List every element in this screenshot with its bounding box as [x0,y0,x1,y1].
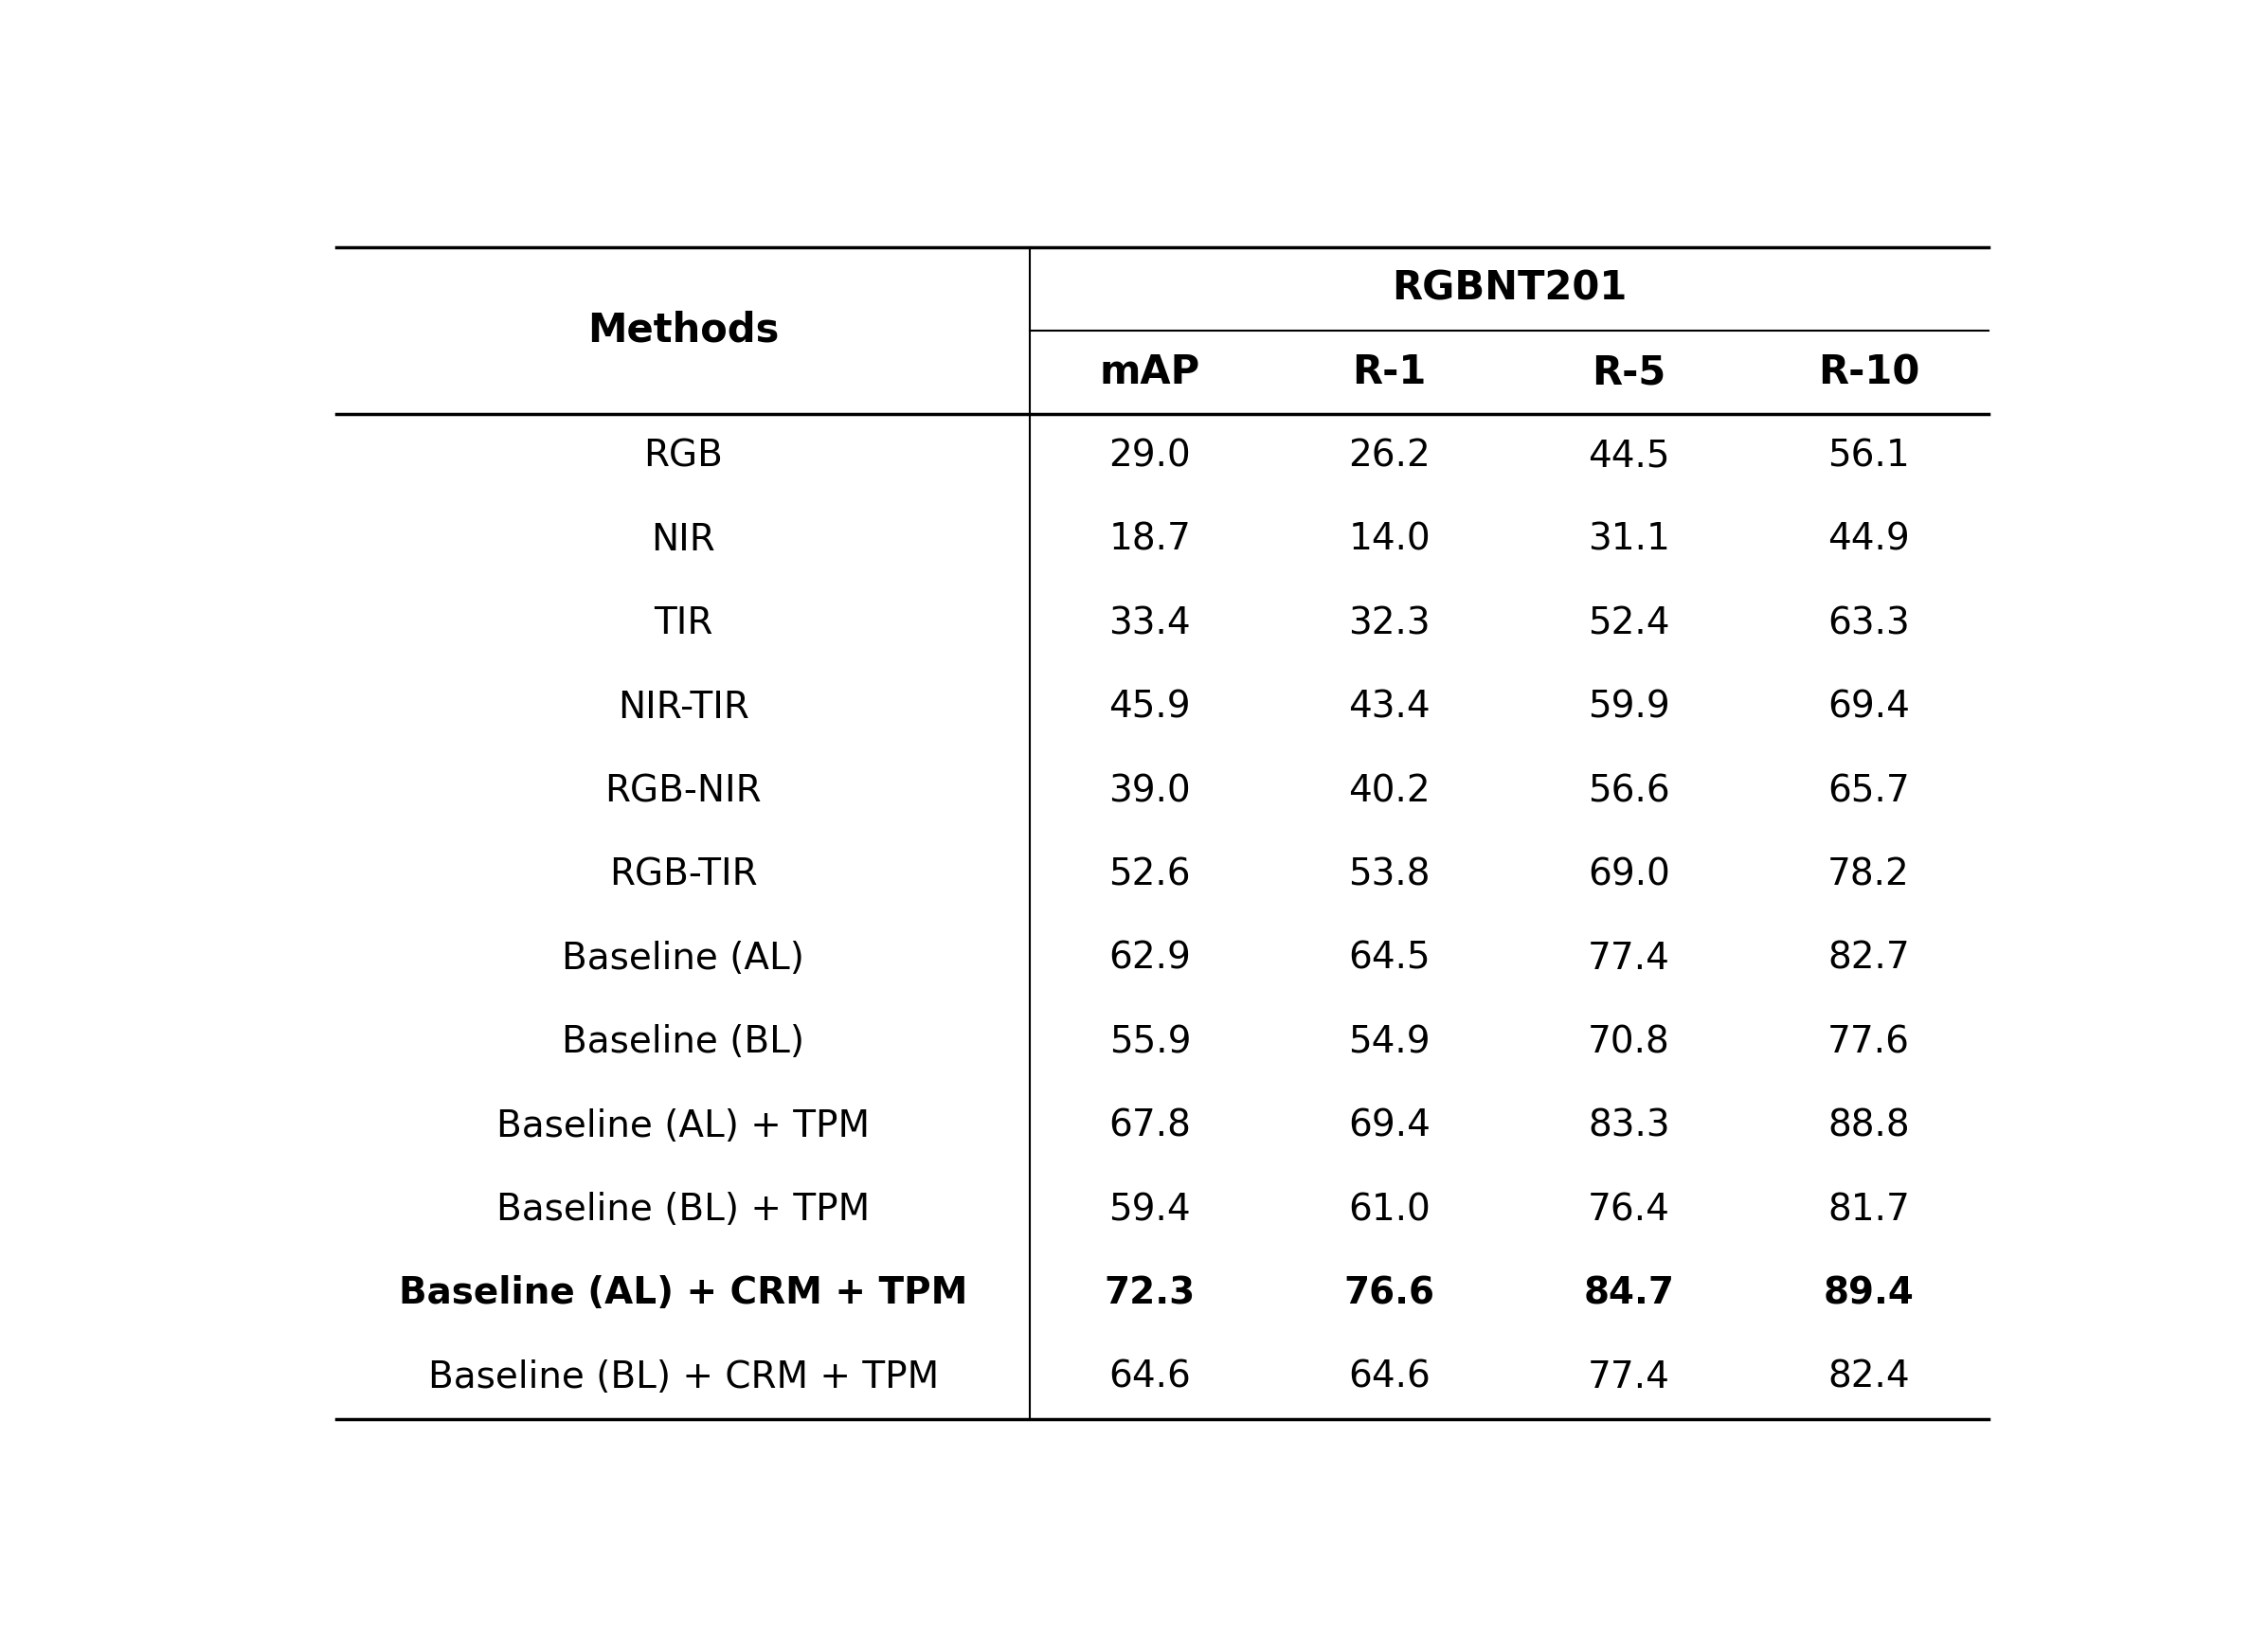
Text: 69.0: 69.0 [1588,856,1669,892]
Text: 81.7: 81.7 [1828,1192,1910,1228]
Text: 56.6: 56.6 [1588,773,1669,809]
Text: 76.4: 76.4 [1588,1192,1669,1228]
Text: 56.1: 56.1 [1828,439,1910,475]
Text: 77.4: 77.4 [1588,1359,1669,1395]
Text: Baseline (BL): Baseline (BL) [562,1025,805,1061]
Text: 29.0: 29.0 [1109,439,1191,475]
Text: 18.7: 18.7 [1109,522,1191,558]
Text: NIR: NIR [651,522,714,558]
Text: 72.3: 72.3 [1105,1275,1195,1311]
Text: 70.8: 70.8 [1588,1025,1669,1061]
Text: 59.9: 59.9 [1588,689,1669,725]
Text: 84.7: 84.7 [1583,1275,1674,1311]
Text: R-1: R-1 [1352,352,1427,393]
Text: RGB: RGB [644,439,723,475]
Text: 64.6: 64.6 [1349,1359,1431,1395]
Text: 40.2: 40.2 [1349,773,1431,809]
Text: 39.0: 39.0 [1109,773,1191,809]
Text: 33.4: 33.4 [1109,606,1191,642]
Text: 61.0: 61.0 [1349,1192,1431,1228]
Text: 14.0: 14.0 [1349,522,1431,558]
Text: 55.9: 55.9 [1109,1025,1191,1061]
Text: 89.4: 89.4 [1823,1275,1914,1311]
Text: 64.5: 64.5 [1349,941,1431,977]
Text: 62.9: 62.9 [1109,941,1191,977]
Text: 44.9: 44.9 [1828,522,1910,558]
Text: R-10: R-10 [1819,352,1919,393]
Text: RGBNT201: RGBNT201 [1393,268,1626,309]
Text: 52.4: 52.4 [1588,606,1669,642]
Text: 88.8: 88.8 [1828,1108,1910,1144]
Text: Baseline (AL) + CRM + TPM: Baseline (AL) + CRM + TPM [399,1275,968,1311]
Text: 76.6: 76.6 [1345,1275,1436,1311]
Text: 43.4: 43.4 [1349,689,1431,725]
Text: 44.5: 44.5 [1588,439,1669,475]
Text: 65.7: 65.7 [1828,773,1910,809]
Text: 53.8: 53.8 [1349,856,1431,892]
Text: Baseline (AL) + TPM: Baseline (AL) + TPM [497,1108,871,1144]
Text: 54.9: 54.9 [1349,1025,1431,1061]
Text: TIR: TIR [653,606,712,642]
Text: 52.6: 52.6 [1109,856,1191,892]
Text: mAP: mAP [1100,352,1200,393]
Text: 63.3: 63.3 [1828,606,1910,642]
Text: 26.2: 26.2 [1349,439,1431,475]
Text: 77.4: 77.4 [1588,941,1669,977]
Text: R-5: R-5 [1592,352,1667,393]
Text: 77.6: 77.6 [1828,1025,1910,1061]
Text: 64.6: 64.6 [1109,1359,1191,1395]
Text: 78.2: 78.2 [1828,856,1910,892]
Text: 45.9: 45.9 [1109,689,1191,725]
Text: 31.1: 31.1 [1588,522,1669,558]
Text: RGB-NIR: RGB-NIR [606,773,762,809]
Text: 82.7: 82.7 [1828,941,1910,977]
Text: 67.8: 67.8 [1109,1108,1191,1144]
Text: Methods: Methods [587,311,780,350]
Text: 83.3: 83.3 [1588,1108,1669,1144]
Text: RGB-TIR: RGB-TIR [610,856,758,892]
Text: Baseline (AL): Baseline (AL) [562,941,805,977]
Text: NIR-TIR: NIR-TIR [617,689,748,725]
Text: 69.4: 69.4 [1828,689,1910,725]
Text: Baseline (BL) + TPM: Baseline (BL) + TPM [497,1192,871,1228]
Text: 32.3: 32.3 [1349,606,1431,642]
Text: 82.4: 82.4 [1828,1359,1910,1395]
Text: 59.4: 59.4 [1109,1192,1191,1228]
Text: Baseline (BL) + CRM + TPM: Baseline (BL) + CRM + TPM [429,1359,939,1395]
Text: 69.4: 69.4 [1349,1108,1431,1144]
